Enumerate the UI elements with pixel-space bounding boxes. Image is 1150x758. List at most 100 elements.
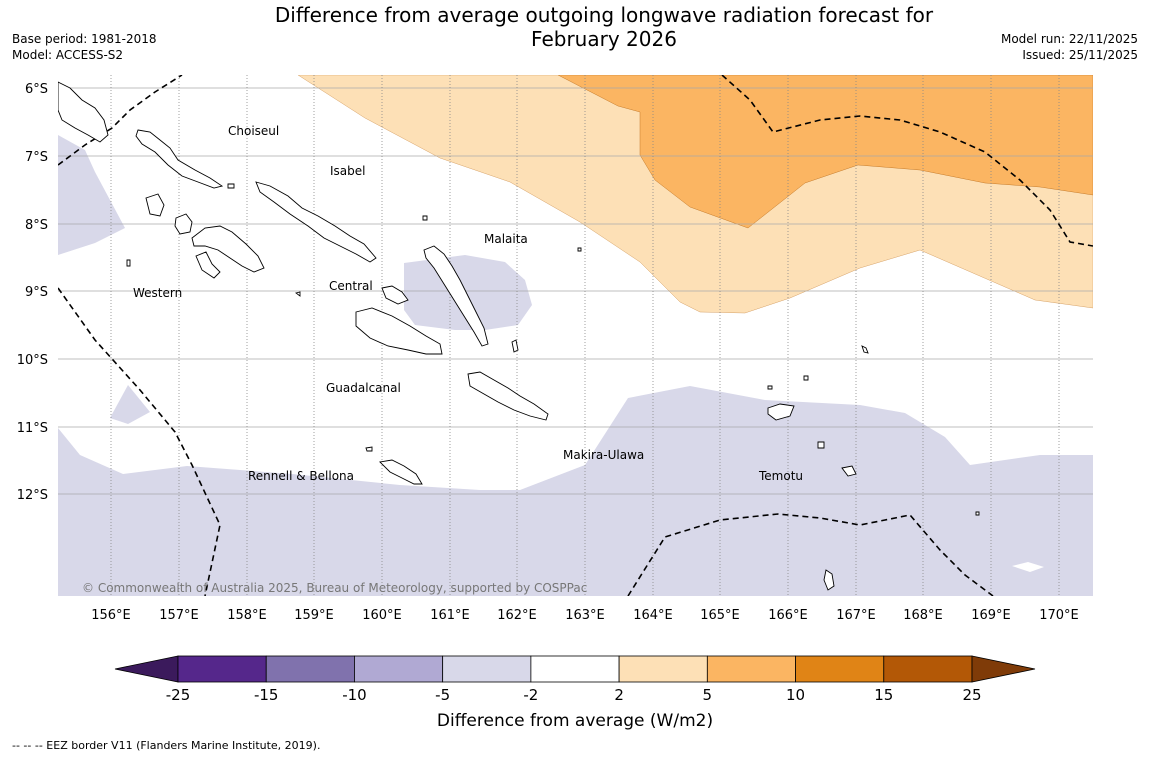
colorbar-tick-label: 15 <box>874 686 893 704</box>
lon-label: 160°E <box>362 608 402 623</box>
metadata-left: Base period: 1981-2018 Model: ACCESS-S2 <box>12 31 157 63</box>
island-bougainville <box>58 81 109 143</box>
title-line-2: February 2026 <box>531 27 677 51</box>
colorbar-tick-label: -2 <box>523 686 538 704</box>
island-vanikoro <box>841 465 857 477</box>
colorbar-extend-min <box>114 655 179 683</box>
lon-label: 165°E <box>700 608 740 623</box>
lon-label: 169°E <box>971 608 1011 623</box>
island-small-1 <box>126 259 131 267</box>
lon-label: 164°E <box>633 608 673 623</box>
colorbar: -25 -15 -10 -5 -2 2 5 10 15 25 <box>114 655 1036 704</box>
lat-label: 6°S <box>25 82 48 97</box>
province-label-temotu: Temotu <box>758 469 803 483</box>
island-russell <box>294 291 301 297</box>
lon-label: 157°E <box>159 608 199 623</box>
anomaly-region-purple-south <box>58 386 1093 596</box>
colorbar-tick-label: -10 <box>342 686 367 704</box>
copyright-notice: © Commonwealth of Australia 2025, Bureau… <box>82 581 587 595</box>
colorbar-tick-label: -15 <box>254 686 279 704</box>
island-tikopia <box>975 511 980 516</box>
island-ontong-java <box>861 345 869 354</box>
colorbar-tick-label: 5 <box>703 686 713 704</box>
lon-label: 161°E <box>430 608 470 623</box>
island-rennell <box>379 459 423 485</box>
lon-label: 159°E <box>294 608 334 623</box>
lon-label: 168°E <box>903 608 943 623</box>
colorbar-segment <box>265 655 355 683</box>
island-reef <box>767 385 773 390</box>
lat-label: 8°S <box>25 218 48 233</box>
anomaly-region-purple-small <box>110 385 150 424</box>
island-santa-cruz <box>767 403 795 421</box>
colorbar-tick-label: -25 <box>166 686 191 704</box>
lon-label: 156°E <box>91 608 131 623</box>
eez-footnote: -- -- -- EEZ border V11 (Flanders Marine… <box>12 739 321 752</box>
province-label-guadalcanal: Guadalcanal <box>326 381 401 395</box>
lat-label: 12°S <box>17 488 48 503</box>
lat-label: 11°S <box>17 421 48 436</box>
lon-label: 158°E <box>227 608 267 623</box>
title-line-1: Difference from average outgoing longwav… <box>274 3 934 27</box>
latitude-gridlines <box>58 87 1093 495</box>
map-plot-area: Choiseul Isabel Malaita Central Western … <box>58 75 1093 596</box>
lon-label: 170°E <box>1039 608 1079 623</box>
province-label-choiseul: Choiseul <box>228 124 279 138</box>
province-labels: Choiseul Isabel Malaita Central Western … <box>133 124 803 483</box>
island-florida <box>381 285 409 305</box>
latitude-labels: 6°S 7°S 8°S 9°S 10°S 11°S 12°S <box>17 82 48 503</box>
colorbar-segment <box>177 655 267 683</box>
colorbar-extend-max <box>971 655 1036 683</box>
province-label-western: Western <box>133 286 182 300</box>
anomaly-region-purple-west <box>58 135 125 255</box>
lat-label: 9°S <box>25 285 48 300</box>
island-vella-lavella <box>145 193 165 217</box>
colorbar-tick-label: 10 <box>786 686 805 704</box>
lon-label: 167°E <box>836 608 876 623</box>
model-name: Model: ACCESS-S2 <box>12 48 124 62</box>
island-kolombangara <box>174 213 193 235</box>
anomaly-region-purple-malaita <box>404 255 532 330</box>
base-period: Base period: 1981-2018 <box>12 32 157 46</box>
island-anuta <box>823 569 835 591</box>
island-makira <box>467 371 549 421</box>
island-isabel <box>255 181 377 263</box>
colorbar-segment <box>883 655 973 683</box>
anomaly-region-white-patch <box>1012 562 1044 572</box>
colorbar-segment <box>442 655 532 683</box>
lat-label: 10°S <box>17 353 48 368</box>
eez-borders <box>58 75 1093 596</box>
chart-title: Difference from average outgoing longwav… <box>200 3 1008 51</box>
province-label-central: Central <box>329 279 373 293</box>
colorbar-label: Difference from average (W/m2) <box>437 711 713 731</box>
island-duff <box>803 375 809 381</box>
colorbar-tick-label: -5 <box>435 686 450 704</box>
issued-date: Issued: 25/11/2025 <box>1022 48 1138 62</box>
island-coastlines <box>58 81 980 591</box>
island-rendova <box>195 251 221 279</box>
island-small-3 <box>422 215 428 221</box>
island-bellona <box>365 446 373 452</box>
longitude-labels: 156°E 157°E 158°E 159°E 160°E 161°E 162°… <box>91 608 1079 623</box>
province-label-malaita: Malaita <box>484 232 528 246</box>
model-run: Model run: 22/11/2025 <box>1000 32 1138 46</box>
province-label-rennell-bellona: Rennell & Bellona <box>248 469 354 483</box>
colorbar-segment <box>795 655 885 683</box>
island-new-georgia <box>191 225 265 273</box>
island-guadalcanal <box>355 307 443 355</box>
colorbar-tick-label: 2 <box>614 686 624 704</box>
lat-label: 7°S <box>25 150 48 165</box>
province-label-isabel: Isabel <box>330 164 365 178</box>
island-malaita <box>423 245 489 347</box>
island-small-2 <box>227 183 235 189</box>
province-label-makira-ulawa: Makira-Ulawa <box>563 448 644 462</box>
island-small-malaita <box>511 339 519 353</box>
lon-label: 163°E <box>565 608 605 623</box>
lon-label: 166°E <box>768 608 808 623</box>
colorbar-tick-label: 25 <box>962 686 981 704</box>
island-utupua <box>817 441 825 449</box>
colorbar-segment <box>706 655 796 683</box>
lon-label: 162°E <box>497 608 537 623</box>
island-small-4 <box>577 247 582 252</box>
